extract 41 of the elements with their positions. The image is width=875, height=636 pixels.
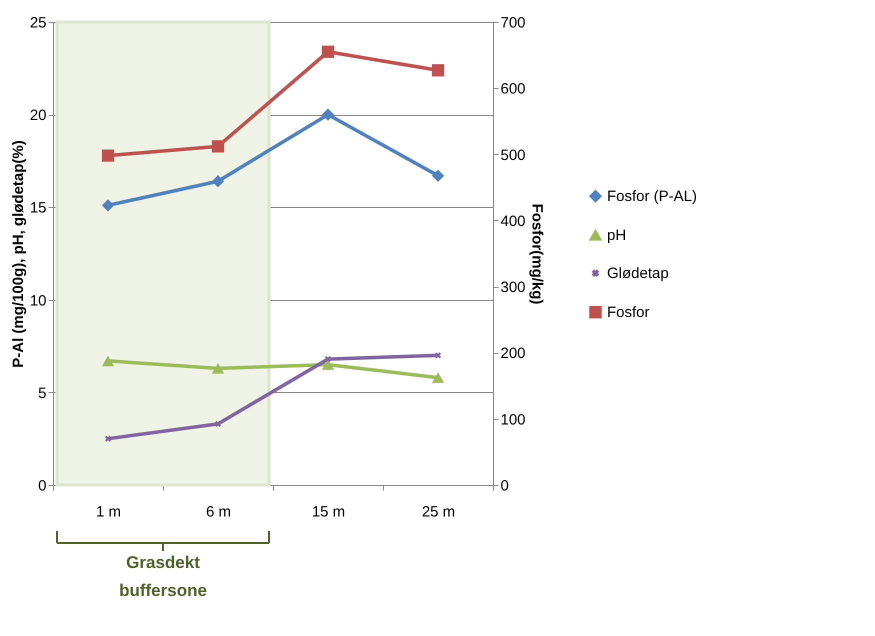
y-tick-label: 5: [38, 384, 46, 402]
point: [212, 140, 224, 152]
point: [432, 170, 444, 182]
y-tick-label: 25: [30, 14, 46, 32]
x-tick-label: 6 m: [206, 504, 232, 520]
y2-axis-title: Fosfor(mg/kg): [528, 204, 546, 304]
point: [434, 352, 442, 358]
y2-tick-label: 0: [500, 478, 509, 494]
y2-tick-label: 200: [500, 345, 526, 362]
point: [104, 436, 112, 442]
y-tick-label: 20: [30, 107, 46, 124]
legend-label: Fosfor (P-AL): [607, 188, 698, 206]
y2-tick-label: 500: [500, 146, 526, 164]
point: [322, 359, 334, 370]
point: [212, 175, 224, 188]
point: [102, 356, 114, 366]
x-tick-label: 15 m: [312, 504, 346, 520]
point: [432, 372, 444, 383]
y-tick-label: 0: [38, 478, 46, 494]
y-axis-title: P-Al (mg/100g), pH, glødetap(%): [10, 140, 27, 368]
legend-label: Fosfor: [607, 304, 650, 322]
point: [214, 420, 222, 427]
y-tick-label: 10: [30, 292, 46, 310]
point: [102, 199, 114, 212]
x-tick-label: 25 m: [422, 504, 456, 520]
point: [212, 363, 224, 374]
y2-tick-label: 600: [500, 80, 526, 98]
y2-tick-label: 100: [500, 411, 526, 428]
point: [322, 46, 334, 58]
point: [324, 356, 332, 362]
legend-label: Glødetap: [607, 265, 669, 282]
point: [432, 64, 444, 76]
y2-tick-label: 700: [500, 14, 526, 32]
legend-label: pH: [607, 227, 626, 244]
y2-tick-label: 300: [500, 279, 526, 296]
point: [322, 108, 334, 121]
text: Grasdekt buffersone: [119, 553, 207, 600]
point: [102, 149, 114, 162]
x-tick-label: 1 m: [96, 504, 122, 520]
y-tick-label: 15: [30, 200, 46, 217]
y2-tick-label: 400: [500, 212, 526, 230]
